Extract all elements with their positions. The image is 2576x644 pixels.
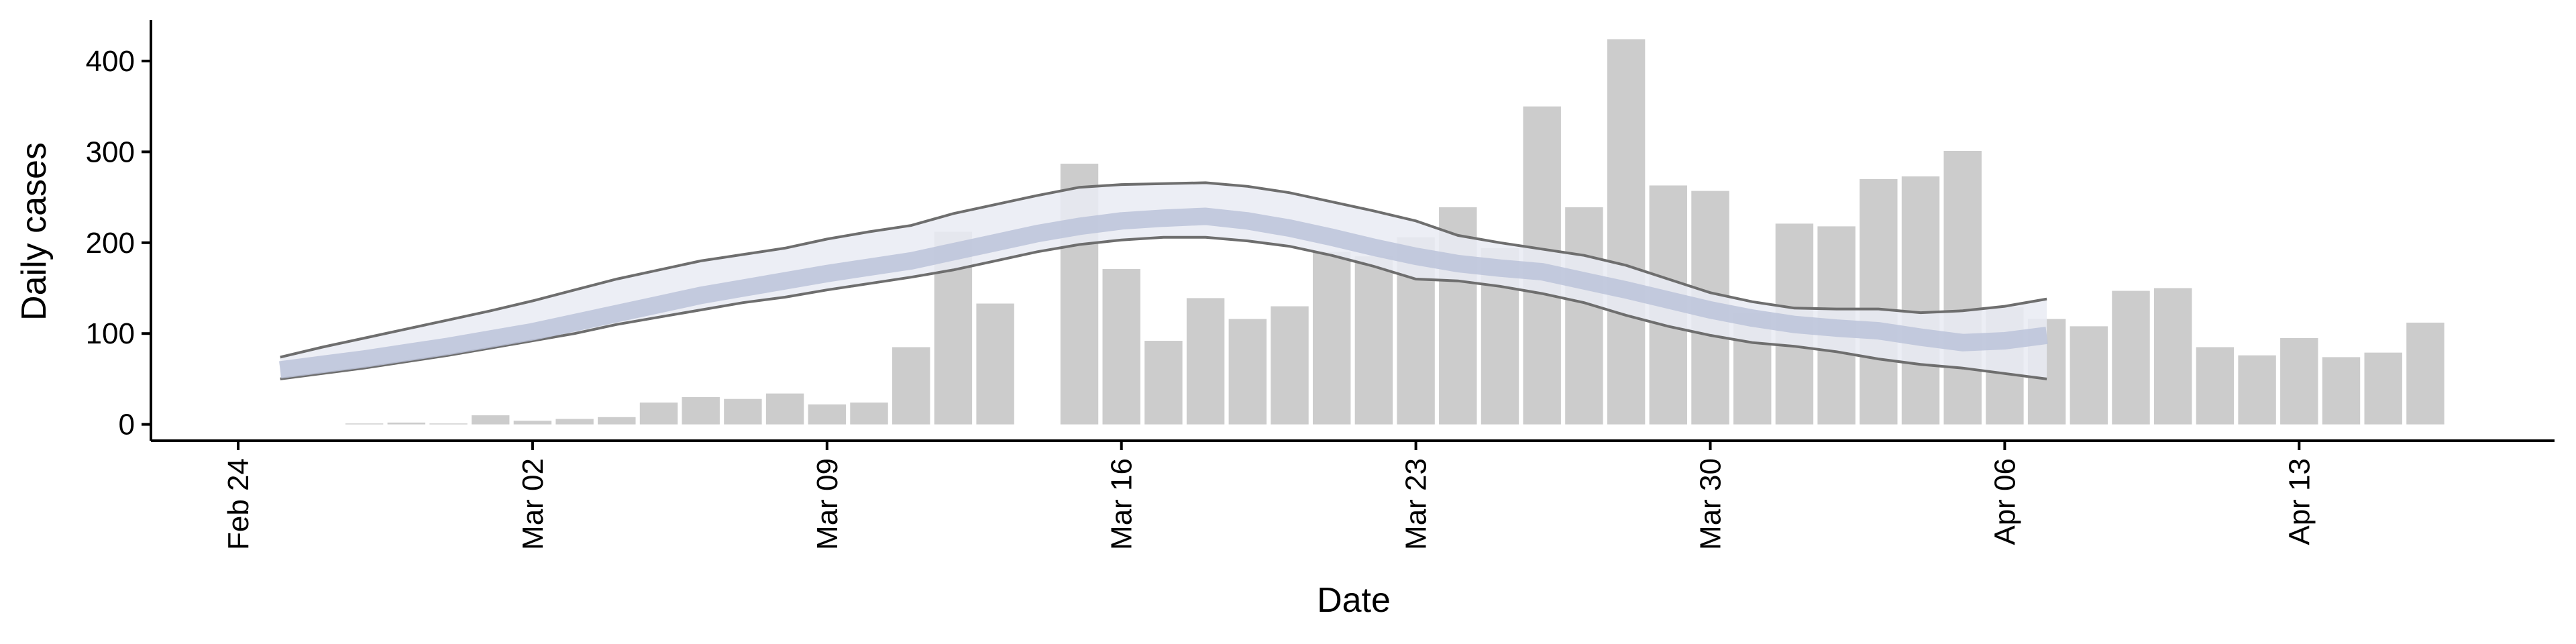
y-tick-label: 100	[86, 317, 135, 350]
x-tick-label: Mar 30	[1695, 458, 1727, 550]
bar	[1186, 298, 1225, 425]
bar	[892, 347, 930, 425]
x-tick-label: Feb 24	[222, 458, 255, 550]
bar	[1144, 341, 1183, 425]
bar	[598, 417, 636, 425]
bar	[850, 402, 888, 425]
bar	[513, 421, 552, 425]
bar	[808, 404, 847, 425]
bar	[2112, 290, 2150, 425]
bar	[1607, 39, 1646, 425]
bar	[2406, 322, 2445, 425]
bar	[1565, 207, 1603, 425]
bar	[2238, 355, 2276, 425]
bar	[765, 393, 804, 425]
bar	[555, 419, 594, 425]
bar	[2070, 326, 2108, 425]
y-axis-label: Daily cases	[15, 142, 54, 321]
bar	[2322, 357, 2361, 425]
bar	[1271, 306, 1309, 425]
x-tick-label: Apr 13	[2283, 458, 2316, 545]
x-tick-label: Mar 02	[517, 458, 549, 550]
x-axis-label: Date	[1317, 581, 1391, 620]
y-tick-label: 300	[86, 136, 135, 168]
x-tick-label: Mar 23	[1400, 458, 1433, 550]
bar	[345, 423, 384, 425]
bar	[639, 402, 678, 425]
bar	[2280, 337, 2318, 425]
y-tick-label: 0	[119, 409, 135, 441]
bar	[1102, 269, 1140, 425]
bar	[1901, 176, 1940, 425]
bar	[1312, 252, 1351, 425]
bar	[1354, 256, 1393, 425]
x-tick-label: Apr 06	[1988, 458, 2021, 545]
band-lower-line	[280, 235, 2047, 380]
x-tick-label: Mar 16	[1106, 458, 1138, 550]
bar	[2153, 288, 2192, 425]
median-line	[279, 207, 2048, 379]
bar	[682, 396, 720, 425]
bar	[429, 423, 468, 425]
bar	[976, 303, 1014, 425]
x-tick-label: Mar 09	[811, 458, 844, 550]
bar	[471, 415, 510, 425]
bar	[1860, 178, 1898, 425]
bar	[724, 398, 762, 425]
band-upper-line	[280, 181, 2047, 359]
bar	[2196, 347, 2235, 425]
bar	[2364, 352, 2402, 425]
y-tick-label: 200	[86, 227, 135, 260]
bar	[1228, 319, 1267, 425]
y-tick-label: 400	[86, 45, 135, 78]
bar	[1943, 151, 1982, 425]
bar	[387, 422, 426, 425]
